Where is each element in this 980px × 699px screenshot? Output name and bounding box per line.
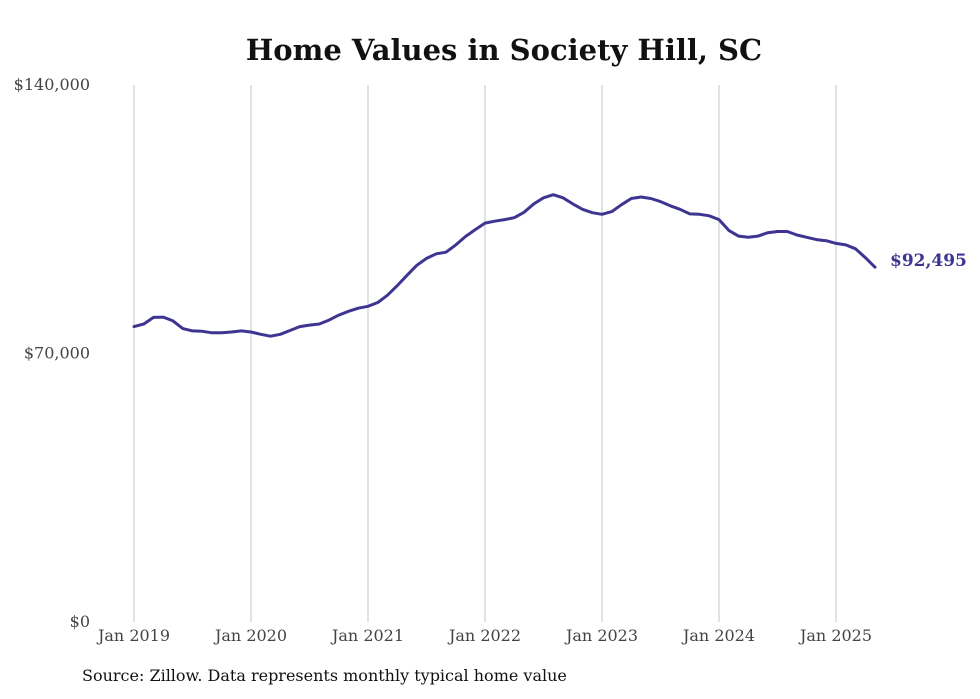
x-axis: Jan 2019 Jan 2020 Jan 2021 Jan 2022 Jan 2023… [96, 626, 872, 645]
vertical-gridlines [133, 85, 837, 622]
y-axis: $0 $70,000 $140,000 [14, 75, 90, 631]
chart-title: Home Values in Society Hill, SC [246, 33, 762, 67]
source-note: Source: Zillow. Data represents monthly … [82, 666, 567, 685]
x-tick-label: Jan 2020 [213, 626, 287, 645]
x-tick-label: Jan 2019 [96, 626, 170, 645]
x-tick-label: Jan 2024 [681, 626, 755, 645]
y-tick-label: $140,000 [14, 75, 90, 94]
y-tick-label: $70,000 [24, 344, 90, 363]
end-value-label: $92,495 [890, 251, 967, 271]
x-tick-label: Jan 2022 [447, 626, 521, 645]
x-tick-label: Jan 2023 [564, 626, 638, 645]
x-tick-label: Jan 2021 [330, 626, 404, 645]
series-line [132, 193, 877, 338]
y-tick-label: $0 [70, 612, 90, 631]
x-tick-label: Jan 2025 [798, 626, 872, 645]
